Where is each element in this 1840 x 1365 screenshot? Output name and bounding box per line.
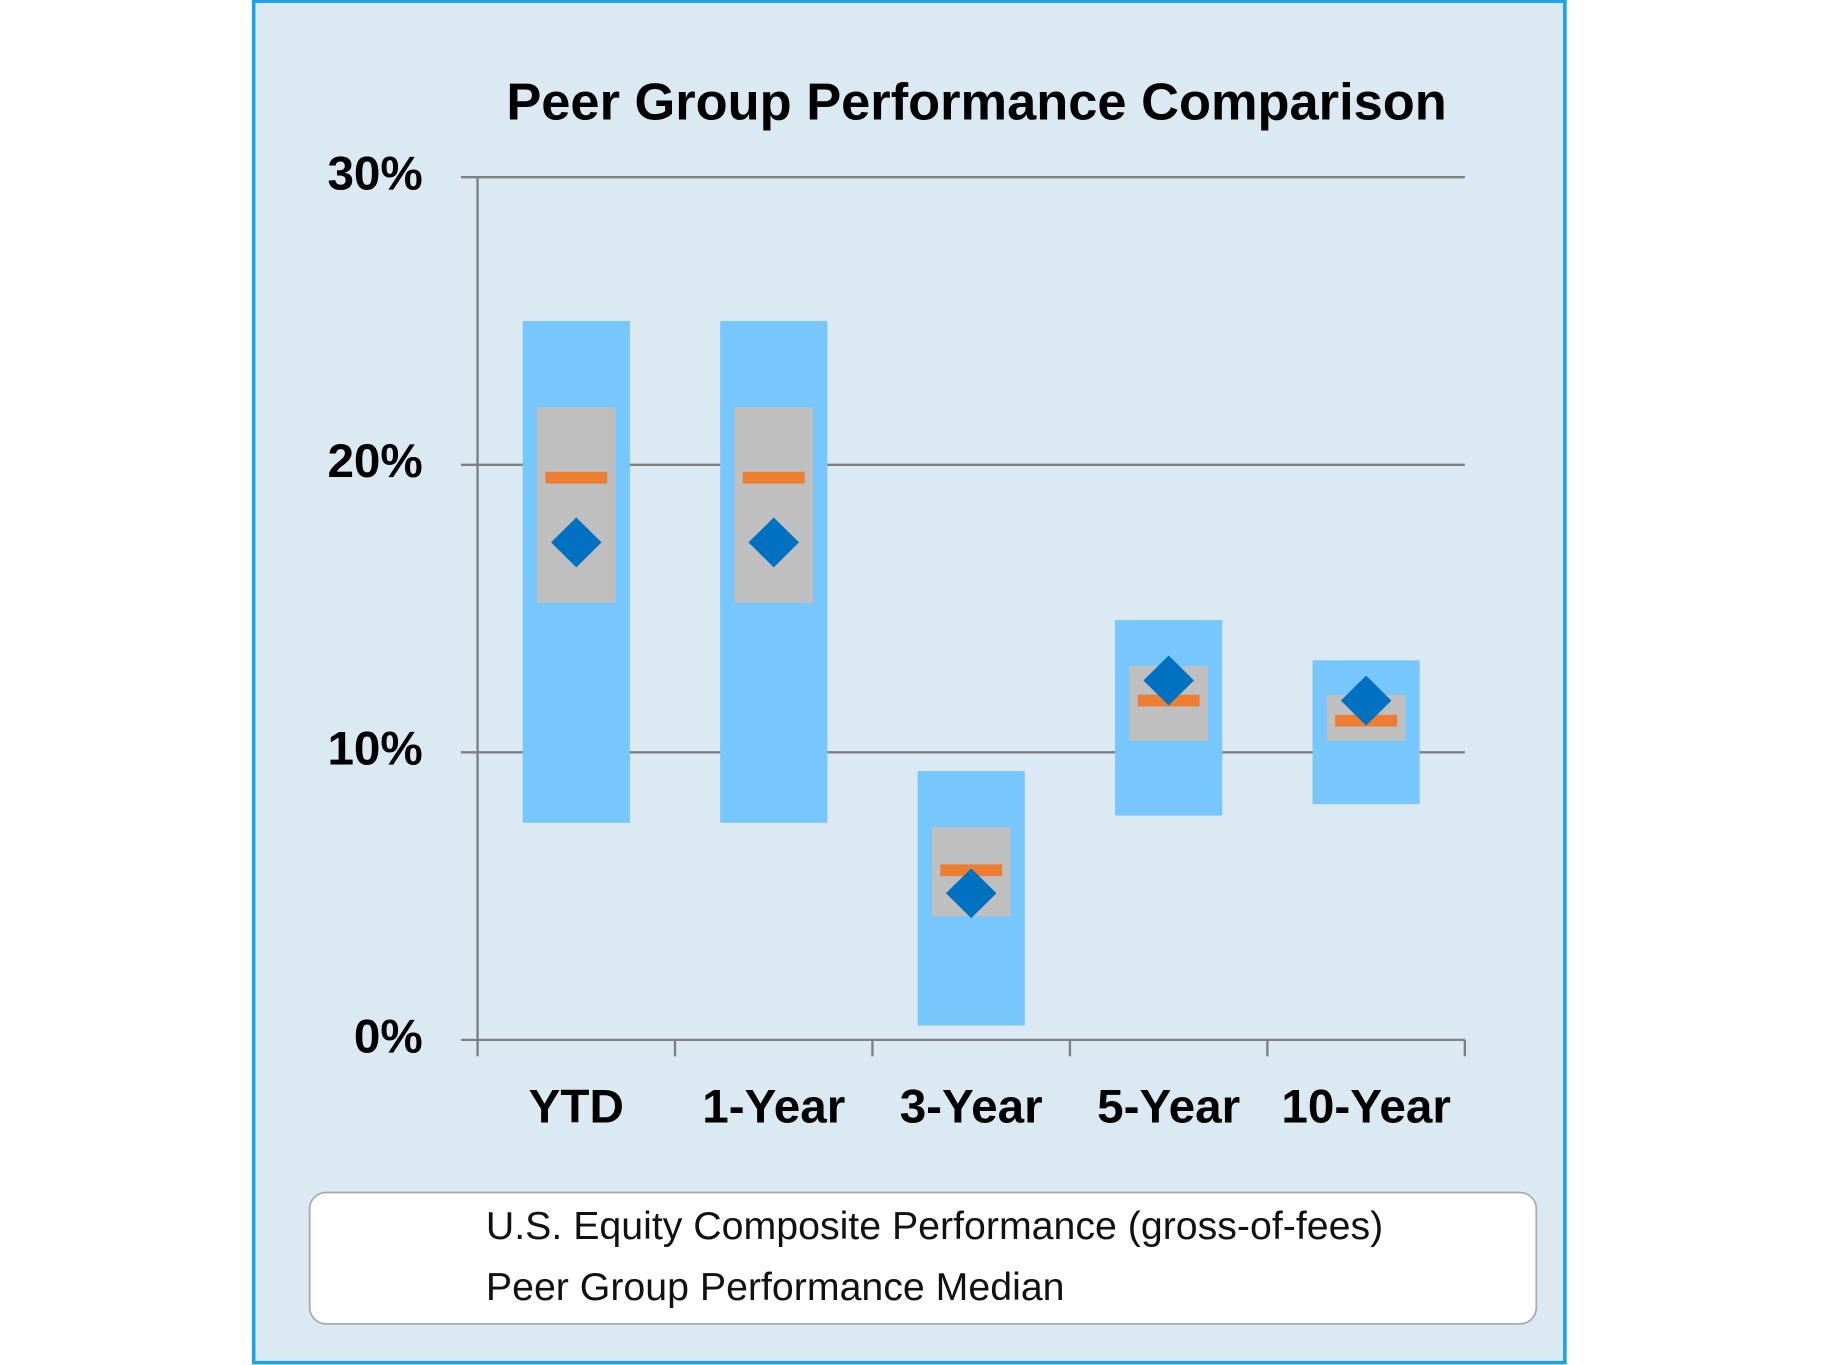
y-tick-label: 0%: [354, 1011, 423, 1064]
legend-label: U.S. Equity Composite Performance (gross…: [486, 1205, 1383, 1248]
y-tick-label: 30%: [327, 148, 422, 201]
y-tick-label: 20%: [327, 435, 422, 488]
legend-box: [308, 1191, 1538, 1325]
composite-marker: [1340, 675, 1392, 726]
x-tick-label: 1-Year: [702, 1081, 845, 1134]
x-tick-label: 10-Year: [1281, 1081, 1450, 1134]
chart-title: Peer Group Performance Comparison: [506, 74, 1446, 132]
median-marker: [742, 471, 805, 484]
y-tick-label: 10%: [327, 723, 422, 776]
inner-range-box: [536, 407, 616, 603]
x-tick-label: YTD: [529, 1081, 624, 1134]
inner-range-box: [734, 407, 814, 603]
x-tick-label: 3-Year: [900, 1081, 1043, 1134]
x-tick-label: 5-Year: [1097, 1081, 1240, 1134]
median-marker: [545, 471, 608, 484]
legend-label: Peer Group Performance Median: [486, 1266, 1065, 1309]
